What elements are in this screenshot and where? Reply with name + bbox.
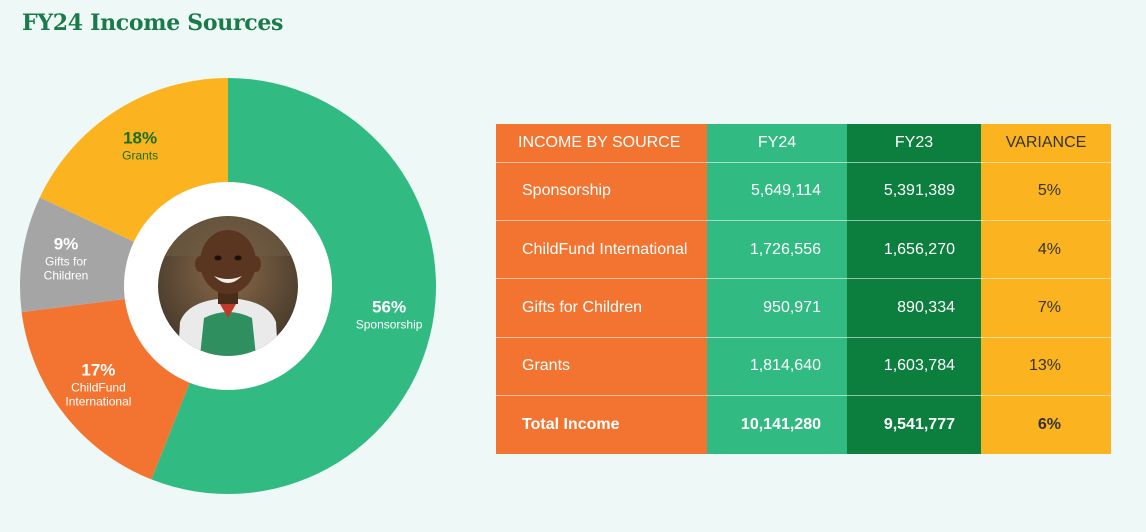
table-header-row: INCOME BY SOURCE FY24 FY23 VARIANCE xyxy=(496,124,1111,163)
cell-fy24: 950,971 xyxy=(707,278,847,338)
slice-name-label: Sponsorship xyxy=(356,318,423,332)
slice-name-label: Gifts for Children xyxy=(44,254,89,282)
slice-percent-label: 9% xyxy=(54,234,79,253)
cell-fy23: 9,541,777 xyxy=(847,395,981,454)
cell-fy23: 5,391,389 xyxy=(847,162,981,221)
table-row-total: Total Income 10,141,280 9,541,777 6% xyxy=(496,395,1111,454)
child-photo xyxy=(158,216,298,356)
cell-source: Sponsorship xyxy=(496,162,707,221)
table-row: ChildFund International 1,726,556 1,656,… xyxy=(496,220,1111,280)
cell-fy23: 1,603,784 xyxy=(847,337,981,397)
donut-chart-svg: 56%Sponsorship 17%ChildFund International 9… xyxy=(20,78,436,494)
header-variance: VARIANCE xyxy=(981,124,1111,163)
header-fy24: FY24 xyxy=(707,124,847,163)
slice-percent-label: 17% xyxy=(81,361,115,380)
cell-fy24: 10,141,280 xyxy=(707,395,847,454)
slice-percent-label: 56% xyxy=(372,298,406,317)
cell-fy24: 1,726,556 xyxy=(707,220,847,280)
slice-name-label: Grants xyxy=(122,149,158,163)
cell-variance: 7% xyxy=(981,278,1111,338)
table-row: Grants 1,814,640 1,603,784 13% xyxy=(496,337,1111,397)
cell-variance: 6% xyxy=(981,395,1111,454)
slice-name-label: ChildFund International xyxy=(65,381,131,409)
cell-source: Gifts for Children xyxy=(496,278,707,338)
cell-variance: 5% xyxy=(981,162,1111,221)
slice-percent-label: 18% xyxy=(123,129,157,148)
cell-variance: 4% xyxy=(981,220,1111,280)
cell-source: ChildFund International xyxy=(496,220,707,280)
header-income-by-source: INCOME BY SOURCE xyxy=(496,124,707,163)
table-row: Gifts for Children 950,971 890,334 7% xyxy=(496,278,1111,338)
page-title: FY24 Income Sources xyxy=(22,10,284,36)
cell-fy24: 1,814,640 xyxy=(707,337,847,397)
donut-chart: 56% Sponsorship 17% ChildFund International 9… xyxy=(0,0,460,532)
cell-fy23: 1,656,270 xyxy=(847,220,981,280)
cell-variance: 13% xyxy=(981,337,1111,397)
cell-fy23: 890,334 xyxy=(847,278,981,338)
income-table: INCOME BY SOURCE FY24 FY23 VARIANCE Spon… xyxy=(496,124,1111,454)
cell-fy24: 5,649,114 xyxy=(707,162,847,221)
table-row: Sponsorship 5,649,114 5,391,389 5% xyxy=(496,162,1111,221)
header-fy23: FY23 xyxy=(847,124,981,163)
cell-source: Grants xyxy=(496,337,707,397)
cell-source: Total Income xyxy=(496,395,707,454)
